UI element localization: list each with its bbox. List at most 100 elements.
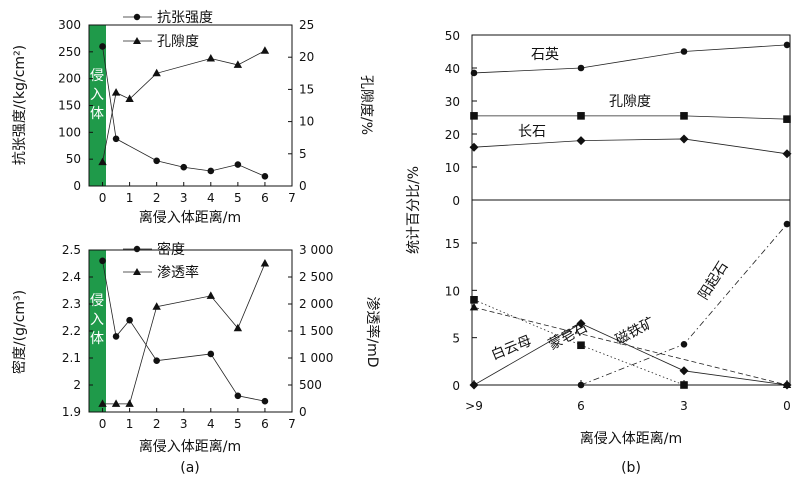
y-axis-label-right: 孔隙度/% (358, 75, 374, 135)
series-label-quartz: 石英 (531, 46, 559, 63)
x-tick-label: 7 (288, 191, 296, 205)
legend-label: 抗张强度 (157, 10, 213, 26)
legend-marker-circle (133, 245, 141, 253)
y-tick-label-right: 15 (299, 82, 314, 96)
y-tick-label-right: 25 (299, 18, 314, 32)
x-tick-label: 4 (207, 191, 215, 205)
y-tick-label-right: 1 000 (299, 351, 333, 365)
y-tick-label: 15 (445, 237, 460, 251)
data-point (153, 357, 160, 365)
intrusion-label-char-3: 体 (90, 106, 104, 122)
data-point (261, 173, 269, 180)
data-point (680, 340, 688, 348)
series-line (474, 115, 788, 120)
data-point (261, 397, 269, 405)
x-tick-label: 7 (288, 417, 296, 431)
y-tick-label-right: 2 500 (299, 270, 333, 284)
data-point (470, 69, 478, 77)
x-tick-label: 4 (207, 417, 215, 431)
data-series (98, 43, 270, 180)
data-point (783, 41, 791, 49)
data-point (206, 291, 215, 299)
x-tick-label: 2 (153, 191, 161, 205)
legend-marker-triangle (133, 268, 141, 275)
data-point (469, 302, 479, 311)
x-tick-label: >9 (465, 399, 483, 413)
legend-marker-circle (133, 13, 141, 21)
y-tick-label-left: 0 (73, 179, 81, 193)
series-line (580, 223, 788, 386)
data-point (180, 163, 188, 171)
legend: 密度 渗透率 (123, 241, 199, 281)
y-axis-label-right: 渗透率/mD (364, 296, 381, 367)
data-point (782, 149, 792, 159)
x-tick-label: 0 (99, 191, 107, 205)
y-tick-label-left: 50 (66, 152, 81, 166)
y-tick-label-left: 100 (58, 125, 81, 139)
data-point (112, 135, 120, 143)
data-point (470, 112, 478, 120)
y-tick-label-left: 2.5 (62, 243, 81, 257)
intrusion-label-char-2: 入 (90, 87, 104, 103)
data-point (234, 392, 242, 400)
y-tick-label-right: 20 (299, 50, 314, 64)
data-point (577, 341, 585, 350)
data-point (98, 157, 107, 166)
legend-label: 孔隙度 (157, 34, 199, 50)
y-tick-label: 50 (445, 29, 460, 43)
y-tick-label-left: 2.1 (62, 351, 81, 365)
data-point (125, 94, 134, 103)
series-label-feldspar: 长石 (518, 124, 546, 140)
y-tick-label: 40 (445, 62, 460, 76)
y-tick-label-right: 10 (299, 115, 314, 129)
y-tick-label: 0 (452, 194, 460, 208)
panel-a1: 侵 入 体 0 1 2 3 4 5 6 705010015020025030005101520… (12, 10, 374, 226)
x-axis-label: 离侵入体距离/m (139, 209, 241, 226)
data-series (469, 41, 792, 390)
y-tick-label-left: 250 (58, 45, 81, 59)
y-tick-label-left: 200 (58, 72, 81, 86)
y-axis-label-left: 抗张强度/(kg/cm²) (12, 45, 28, 165)
y-tick-label-right: 500 (299, 378, 322, 392)
data-point (470, 296, 478, 304)
data-point (152, 302, 161, 310)
data-point (783, 115, 791, 123)
series-line (473, 44, 788, 74)
legend-label: 渗透率 (157, 264, 199, 281)
x-tick-label: 6 (577, 399, 585, 413)
intrusion-label-char-1: 侵 (90, 67, 104, 84)
series-line (102, 263, 266, 405)
x-tick-label: 1 (126, 191, 134, 205)
y-tick-label-left: 2 (73, 378, 81, 392)
series-line (473, 138, 788, 155)
x-tick-label: 1 (126, 417, 134, 431)
data-point (469, 142, 479, 152)
x-tick-label: 6 (261, 417, 269, 431)
y-tick-label-right: 1 500 (299, 324, 333, 338)
legend-label: 密度 (157, 241, 185, 258)
series-label-porosity: 孔隙度 (609, 94, 651, 110)
data-point (112, 333, 120, 340)
data-series (98, 257, 270, 407)
y-axis-label: 统计百分比/% (406, 166, 422, 254)
data-point (233, 323, 243, 332)
series-label-actinolite: 阳起石 (696, 259, 732, 303)
x-tick-label: 3 (180, 417, 188, 431)
data-point (207, 167, 215, 175)
intrusion-label-char-2: 入 (90, 312, 104, 328)
data-point (99, 257, 106, 265)
data-point (125, 399, 134, 407)
data-point (577, 64, 585, 72)
x-tick-label: 5 (234, 417, 242, 431)
data-point (111, 399, 121, 407)
y-tick-label: 10 (445, 284, 460, 298)
y-tick-label-right: 0 (299, 179, 307, 193)
y-tick-label-left: 2.3 (62, 297, 81, 311)
series-label-magnetite: 磁铁矿 (613, 315, 658, 349)
y-tick-label-left: 1.9 (62, 405, 81, 419)
x-tick-label: 5 (234, 191, 242, 205)
y-tick-label: 0 (452, 379, 460, 393)
